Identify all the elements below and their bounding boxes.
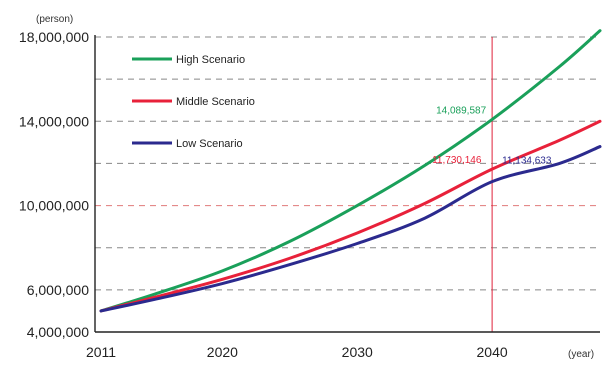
y-tick-label: 18,000,000 bbox=[19, 29, 89, 45]
x-tick-label: 2030 bbox=[342, 344, 373, 360]
data-label: 14,089,587 bbox=[436, 105, 486, 116]
x-tick-label: 2011 bbox=[86, 344, 116, 360]
x-axis-unit-label: (year) bbox=[568, 349, 594, 360]
series-lines bbox=[101, 31, 600, 311]
chart-legend: High Scenario Middle Scenario Low Scenario bbox=[132, 54, 255, 150]
data-label: 11,730,146 bbox=[432, 155, 482, 166]
y-tick-label: 14,000,000 bbox=[19, 113, 89, 129]
x-tick-label: 2020 bbox=[207, 344, 238, 360]
y-tick-label: 4,000,000 bbox=[27, 324, 89, 340]
y-tick-label: 6,000,000 bbox=[27, 282, 89, 298]
legend-label: Low Scenario bbox=[176, 138, 243, 150]
legend-label: Middle Scenario bbox=[176, 96, 255, 108]
legend-label: High Scenario bbox=[176, 54, 245, 66]
y-tick-label: 10,000,000 bbox=[19, 198, 89, 214]
x-tick-label: 2040 bbox=[477, 344, 508, 360]
y-axis-unit-label: (person) bbox=[36, 14, 73, 25]
data-label: 11,134,633 bbox=[502, 156, 552, 167]
